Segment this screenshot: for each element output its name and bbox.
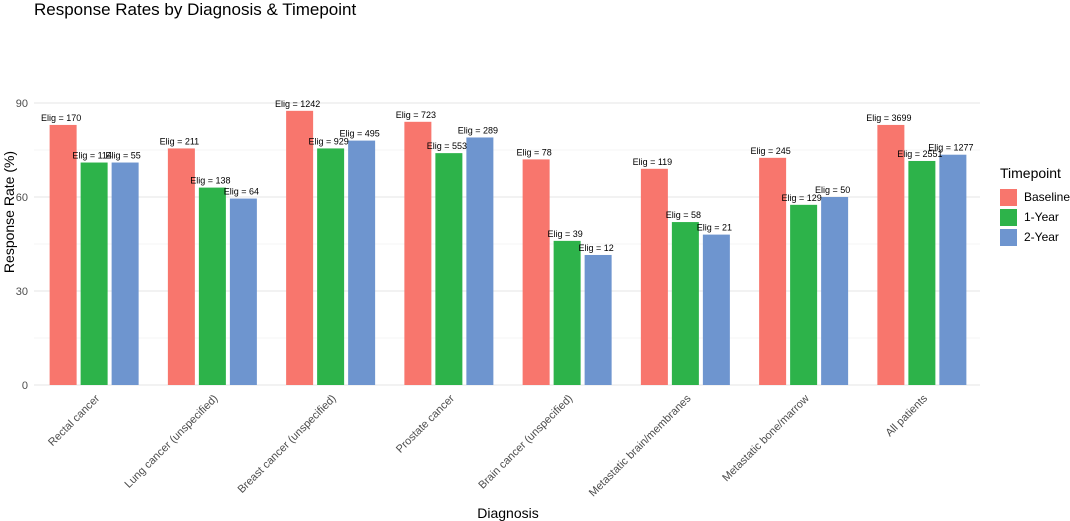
x-tick-label: All patients bbox=[883, 392, 930, 439]
data-label: Elig = 129 bbox=[781, 193, 821, 203]
data-label: Elig = 12 bbox=[578, 243, 613, 253]
bar-1-year bbox=[80, 162, 108, 385]
x-tick-label: Metastatic brain/membranes bbox=[587, 392, 694, 499]
legend-swatch-baseline bbox=[1000, 188, 1017, 206]
data-label: Elig = 1277 bbox=[928, 143, 973, 153]
y-tick-label: 90 bbox=[16, 98, 28, 110]
bar-2-year bbox=[111, 162, 139, 385]
y-axis-title: Response Rate (%) bbox=[1, 151, 17, 273]
data-label: Elig = 170 bbox=[41, 113, 81, 123]
bar-1-year bbox=[671, 222, 699, 385]
data-label: Elig = 78 bbox=[516, 147, 551, 157]
data-label: Elig = 50 bbox=[815, 185, 850, 195]
y-tick-label: 60 bbox=[16, 192, 28, 204]
data-label: Elig = 39 bbox=[547, 229, 582, 239]
data-label: Elig = 245 bbox=[750, 146, 790, 156]
x-tick-label: Brain cancer (unspecified) bbox=[476, 393, 575, 492]
y-tick-label: 0 bbox=[22, 380, 28, 392]
bar-1-year bbox=[790, 204, 818, 385]
bar-1-year bbox=[435, 153, 463, 385]
data-label: Elig = 929 bbox=[308, 136, 348, 146]
bar-1-year bbox=[198, 187, 226, 385]
data-label: Elig = 1242 bbox=[275, 99, 320, 109]
bar-2-year bbox=[466, 137, 494, 385]
bar-1-year bbox=[908, 160, 936, 385]
legend-title: Timepoint bbox=[1000, 165, 1061, 181]
data-label: Elig = 495 bbox=[339, 129, 379, 139]
bar-1-year bbox=[553, 240, 581, 385]
legend-item-1-year: 1-Year bbox=[1000, 207, 1070, 227]
data-label: Elig = 119 bbox=[633, 157, 673, 167]
y-tick-label: 30 bbox=[16, 286, 28, 298]
data-label: Elig = 138 bbox=[190, 176, 230, 186]
data-label: Elig = 21 bbox=[697, 223, 732, 233]
data-label: Elig = 211 bbox=[160, 136, 200, 146]
legend: Timepoint Baseline 1-Year 2-Year bbox=[1000, 165, 1070, 247]
bar-baseline bbox=[49, 124, 77, 385]
bar-2-year bbox=[229, 198, 257, 385]
data-label: Elig = 3699 bbox=[866, 113, 911, 123]
x-tick-label: Metastatic bone/marrow bbox=[720, 393, 812, 485]
bar-baseline bbox=[640, 168, 668, 385]
legend-item-baseline: Baseline bbox=[1000, 187, 1070, 207]
legend-item-2-year: 2-Year bbox=[1000, 227, 1070, 247]
data-label: Elig = 64 bbox=[224, 187, 259, 197]
bar-2-year bbox=[821, 197, 849, 385]
bar-baseline bbox=[522, 159, 550, 385]
bar-baseline bbox=[759, 157, 787, 385]
data-label: Elig = 55 bbox=[105, 151, 140, 161]
bar-1-year bbox=[317, 148, 345, 385]
x-axis-title: Diagnosis bbox=[477, 505, 538, 521]
legend-label-1-year: 1-Year bbox=[1024, 210, 1059, 224]
x-tick-label: Breast cancer (unspecified) bbox=[236, 393, 339, 496]
x-tick-label: Rectal cancer bbox=[46, 392, 102, 448]
legend-swatch-1-year bbox=[1000, 208, 1017, 226]
data-label: Elig = 723 bbox=[396, 110, 436, 120]
bars bbox=[49, 110, 967, 386]
legend-label-baseline: Baseline bbox=[1024, 190, 1070, 204]
data-label: Elig = 289 bbox=[458, 125, 498, 135]
chart-title: Response Rates by Diagnosis & Timepoint bbox=[34, 0, 357, 19]
bar-2-year bbox=[702, 234, 730, 385]
bar-baseline bbox=[877, 124, 905, 385]
bar-2-year bbox=[584, 254, 612, 385]
data-label: Elig = 58 bbox=[666, 210, 701, 220]
x-tick-label: Prostate cancer bbox=[394, 392, 457, 455]
bar-baseline bbox=[167, 148, 195, 385]
legend-swatch-2-year bbox=[1000, 228, 1017, 246]
bar-baseline bbox=[286, 110, 314, 385]
data-label: Elig = 2551 bbox=[897, 149, 942, 159]
legend-label-2-year: 2-Year bbox=[1024, 230, 1059, 244]
bar-2-year bbox=[348, 140, 376, 385]
x-tick-label: Lung cancer (unspecified) bbox=[123, 393, 221, 491]
bar-2-year bbox=[939, 154, 967, 385]
data-label: Elig = 114 bbox=[72, 151, 112, 161]
data-label: Elig = 553 bbox=[427, 141, 467, 151]
bar-baseline bbox=[404, 121, 432, 386]
